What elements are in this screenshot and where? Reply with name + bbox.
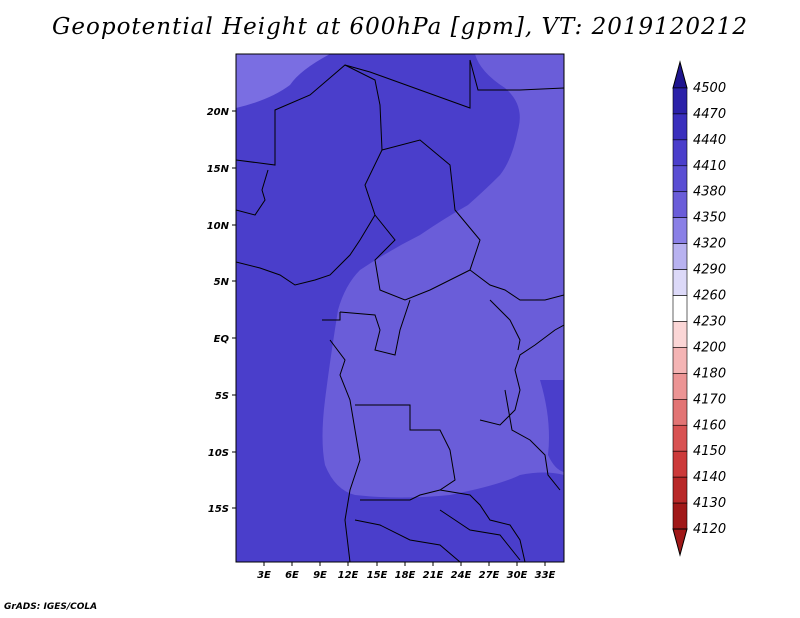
colorbar-swatch [672,424,688,452]
colorbar-label: 4200 [693,340,726,355]
lon-tick-label: 15E [367,570,388,581]
colorbar-top-arrow [672,60,688,89]
lon-axis: 3E 6E 9E 12E 15E 18E 21E 24E 27E 30E 33E [257,562,556,581]
colorbar-swatch [672,347,688,374]
field-high-band-northwest [236,54,330,108]
colorbar: 4500 4470 4440 4410 4380 4350 4320 4290 4260 4230… [672,60,726,557]
lat-tick-label: 20N [207,107,230,118]
colorbar-label: 4260 [693,289,726,304]
colorbar-swatch [672,217,688,244]
colorbar-label: 4150 [693,444,726,459]
colorbar-label: 4440 [693,133,726,148]
lon-tick-label: 3E [257,570,271,581]
lon-tick-label: 33E [535,570,556,581]
colorbar-label: 4350 [693,211,726,226]
grads-credit: GrADS: IGES/COLA [4,602,98,612]
colorbar-label: 4180 [693,366,726,381]
colorbar-swatch [672,450,688,478]
colorbar-label: 4470 [693,107,726,122]
lat-tick-label: 15S [208,504,229,515]
colorbar-swatch [672,139,688,167]
colorbar-label: 4320 [693,237,726,252]
lon-tick-label: 27E [479,570,500,581]
contour-field [236,54,564,562]
colorbar-label: 4170 [693,392,726,407]
lon-tick-label: 30E [507,570,528,581]
field-lower-band-southeast [540,380,564,472]
field-mid-band-central [322,54,564,498]
colorbar-label: 4140 [693,470,726,485]
colorbar-bottom-arrow [672,528,688,557]
lon-tick-label: 21E [423,570,444,581]
lon-tick-label: 9E [313,570,327,581]
map-frame [235,53,565,563]
lon-tick-label: 24E [451,570,472,581]
lat-tick-label: 5N [214,277,230,288]
colorbar-swatch [672,165,688,193]
lon-tick-label: 12E [338,570,359,581]
colorbar-swatch [672,476,688,504]
lat-tick-label: 10N [207,221,230,232]
colorbar-swatch [672,191,688,218]
colorbar-label: 4120 [693,522,726,537]
lat-tick-label: 15N [207,164,230,175]
colorbar-label: 4160 [693,418,726,433]
colorbar-swatch [672,87,688,115]
map-title: Geopotential Height at 600hPa [gpm], VT:… [52,14,748,40]
country-borders [236,59,564,562]
colorbar-swatch [672,373,688,400]
colorbar-label: 4230 [693,314,726,329]
colorbar-swatch [672,243,688,270]
lat-axis: 20N 15N 10N 5N EQ 5S 10S 15S [207,107,236,515]
colorbar-swatch [672,502,688,530]
colorbar-label: 4130 [693,496,726,511]
lon-tick-label: 6E [285,570,299,581]
lat-tick-label: 5S [215,391,229,402]
lat-tick-label: EQ [214,334,230,345]
lat-tick-label: 10S [208,448,229,459]
colorbar-swatch [672,321,688,348]
lon-tick-label: 18E [395,570,416,581]
colorbar-swatch [672,269,688,296]
colorbar-label: 4380 [693,185,726,200]
colorbar-label: 4410 [693,159,726,174]
colorbar-swatch [672,295,688,322]
colorbar-label: 4290 [693,263,726,278]
colorbar-swatch [672,113,688,141]
colorbar-label: 4500 [693,81,726,96]
colorbar-swatch [672,399,688,426]
